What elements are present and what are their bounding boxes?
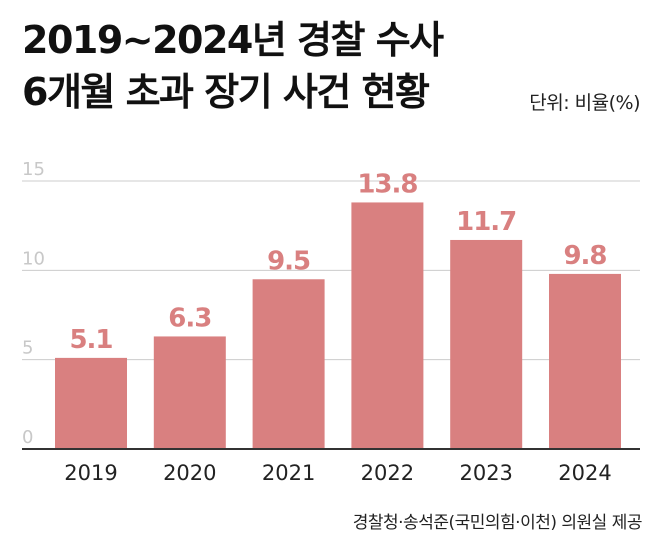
y-tick-label: 15 <box>22 159 45 180</box>
data-label: 13.8 <box>357 169 417 199</box>
x-tick-label: 2021 <box>262 461 315 485</box>
source-credit: 경찰청·송석준(국민의힘·이천) 의원실 제공 <box>352 513 643 533</box>
x-tick-label: 2020 <box>163 461 216 485</box>
y-tick-label: 0 <box>22 427 33 448</box>
bar <box>55 357 127 449</box>
data-label: 9.5 <box>267 246 310 276</box>
bar <box>450 239 523 449</box>
x-tick-label: 2022 <box>361 461 414 485</box>
x-tick-label: 2023 <box>459 461 512 485</box>
data-label: 6.3 <box>168 303 211 333</box>
chart-title-line-1: 2019~2024년 경찰 수사 <box>22 18 444 62</box>
chart-title-line-2: 6개월 초과 장기 사건 현황 <box>22 70 430 114</box>
data-label: 5.1 <box>69 325 112 355</box>
data-label: 9.8 <box>563 241 606 271</box>
bar <box>252 279 325 449</box>
bar <box>351 202 424 449</box>
data-label: 11.7 <box>456 207 516 237</box>
bar <box>153 336 226 449</box>
y-tick-label: 5 <box>22 338 33 359</box>
bar <box>549 273 621 449</box>
chart-title: 2019~2024년 경찰 수사 6개월 초과 장기 사건 현황 <box>22 14 444 118</box>
x-tick-label: 2019 <box>64 461 117 485</box>
y-tick-label: 10 <box>22 248 45 269</box>
unit-label: 단위: 비율(%) <box>529 92 640 114</box>
x-tick-label: 2024 <box>558 461 611 485</box>
